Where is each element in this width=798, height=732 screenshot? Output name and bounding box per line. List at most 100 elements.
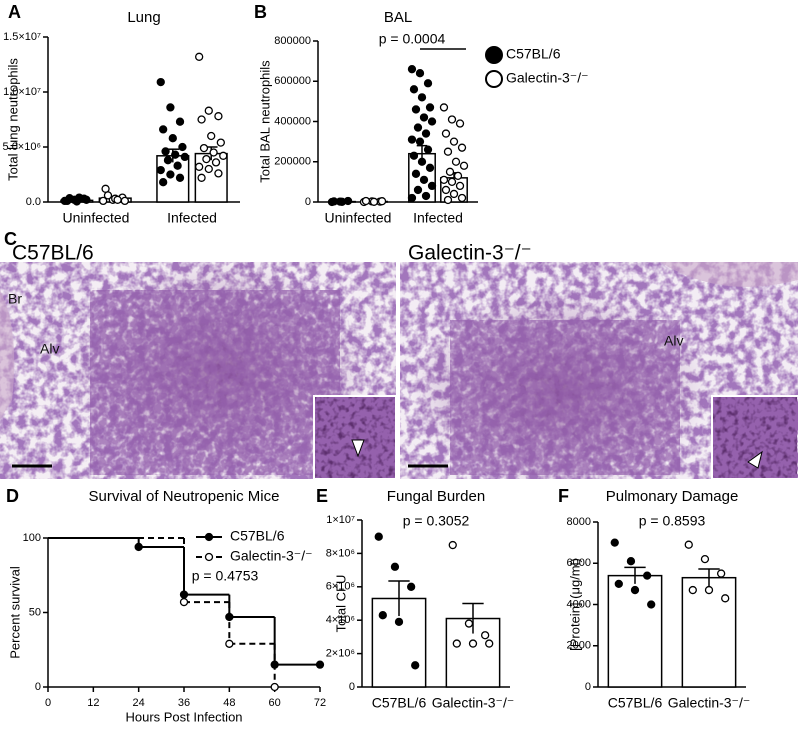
- y-tick-label: 1×10⁷: [326, 514, 355, 526]
- data-point: [423, 145, 433, 154]
- chart-title: Lung: [127, 9, 160, 26]
- x-tick-label: 60: [269, 697, 281, 709]
- y-tick-label: 8000: [567, 516, 591, 528]
- y-tick-label: 2000: [567, 640, 591, 652]
- data-point: [377, 197, 387, 206]
- annotation: p = 0.4753: [192, 568, 259, 584]
- legend-marker: [204, 532, 214, 542]
- y-tick-label: 0: [349, 681, 355, 693]
- data-point: [626, 557, 636, 566]
- data-point: [378, 611, 387, 620]
- y-tick-label: 0: [305, 196, 311, 208]
- panel-letter: D: [6, 486, 19, 506]
- data-point: [449, 137, 459, 146]
- legend-marker: [204, 552, 214, 562]
- x-tick-label: 36: [178, 697, 190, 709]
- data-point: [415, 137, 425, 146]
- data-point: [455, 119, 465, 128]
- data-point: [441, 129, 451, 138]
- y-tick-label: 4000: [567, 598, 591, 610]
- y-axis-label: Total CFU: [333, 575, 348, 633]
- data-point: [457, 193, 467, 203]
- data-point: [163, 156, 173, 165]
- data-point: [211, 158, 221, 167]
- y-tick-label: 50: [29, 606, 41, 618]
- data-point: [443, 147, 453, 156]
- data-point: [216, 138, 225, 147]
- data-point: [199, 143, 209, 153]
- data-point: [441, 185, 451, 195]
- data-point: [407, 65, 417, 74]
- y-tick-label: 100: [23, 532, 41, 544]
- data-point: [421, 129, 431, 138]
- x-tick-label: Infected: [413, 210, 463, 226]
- data-point: [614, 579, 623, 589]
- data-point: [407, 193, 417, 203]
- x-tick-label: C57BL/6: [608, 695, 663, 711]
- data-point: [485, 639, 494, 648]
- data-point: [113, 195, 122, 204]
- data-point: [419, 113, 429, 122]
- data-point: [175, 173, 185, 182]
- histology-annotation: Br: [8, 291, 22, 307]
- data-point: [704, 585, 714, 595]
- y-tick-label: 6000: [567, 557, 591, 569]
- x-axis-label: Hours Post Infection: [125, 709, 242, 724]
- data-point: [451, 157, 461, 166]
- data-point: [65, 193, 74, 203]
- panel-letter: E: [316, 486, 328, 506]
- data-point: [180, 152, 189, 162]
- x-tick-label: 72: [314, 697, 326, 709]
- y-tick-label: 800000: [274, 35, 311, 47]
- y-tick-label: 6×10⁶: [326, 581, 355, 593]
- data-point: [173, 161, 182, 170]
- data-point: [204, 164, 213, 174]
- data-point: [156, 165, 165, 175]
- data-point: [409, 151, 419, 160]
- data-point: [417, 157, 427, 166]
- data-point: [103, 191, 113, 200]
- data-point: [425, 103, 435, 112]
- y-tick-label: 1.0×10⁷: [3, 86, 41, 98]
- data-point: [156, 77, 165, 87]
- panel-letter: A: [8, 2, 21, 22]
- data-point: [411, 169, 421, 178]
- data-point: [457, 143, 467, 152]
- data-point: [178, 142, 187, 152]
- data-point: [159, 178, 168, 187]
- data-point: [337, 197, 347, 206]
- data-point: [82, 195, 91, 204]
- panel-letter: B: [254, 2, 267, 22]
- data-point: [688, 585, 697, 595]
- y-tick-label: 1.5×10⁷: [3, 31, 41, 43]
- data-point: [480, 631, 490, 640]
- data-point: [413, 185, 423, 195]
- chart-title: BAL: [384, 9, 412, 26]
- legend-marker: [485, 70, 503, 88]
- data-point: [175, 117, 185, 126]
- chart-title: Survival of Neutropenic Mice: [89, 488, 280, 505]
- data-point: [168, 134, 177, 143]
- x-tick-label: Galectin-3⁻/⁻: [668, 695, 750, 711]
- data-point: [394, 617, 404, 627]
- y-axis-label: Total lung neutrophils: [5, 58, 20, 181]
- data-point: [361, 196, 371, 206]
- y-tick-label: 4×10⁶: [326, 614, 355, 626]
- y-tick-label: 0.0: [26, 196, 41, 208]
- annotation: p = 0.8593: [639, 513, 706, 529]
- data-point: [209, 148, 218, 157]
- censor-marker: [225, 639, 234, 648]
- y-axis-label: [Protein] (μg/ml): [567, 558, 582, 651]
- data-point: [166, 103, 175, 112]
- y-tick-label: 2×10⁶: [326, 648, 355, 660]
- y-tick-label: 0: [585, 681, 591, 693]
- histology-label: Galectin-3⁻/⁻: [408, 242, 532, 265]
- data-point: [197, 173, 206, 182]
- y-tick-label: 400000: [274, 115, 311, 127]
- data-point: [166, 170, 175, 179]
- data-point: [204, 106, 213, 115]
- data-point: [439, 175, 449, 185]
- censor-marker: [134, 542, 143, 552]
- y-tick-label: 200000: [274, 156, 311, 168]
